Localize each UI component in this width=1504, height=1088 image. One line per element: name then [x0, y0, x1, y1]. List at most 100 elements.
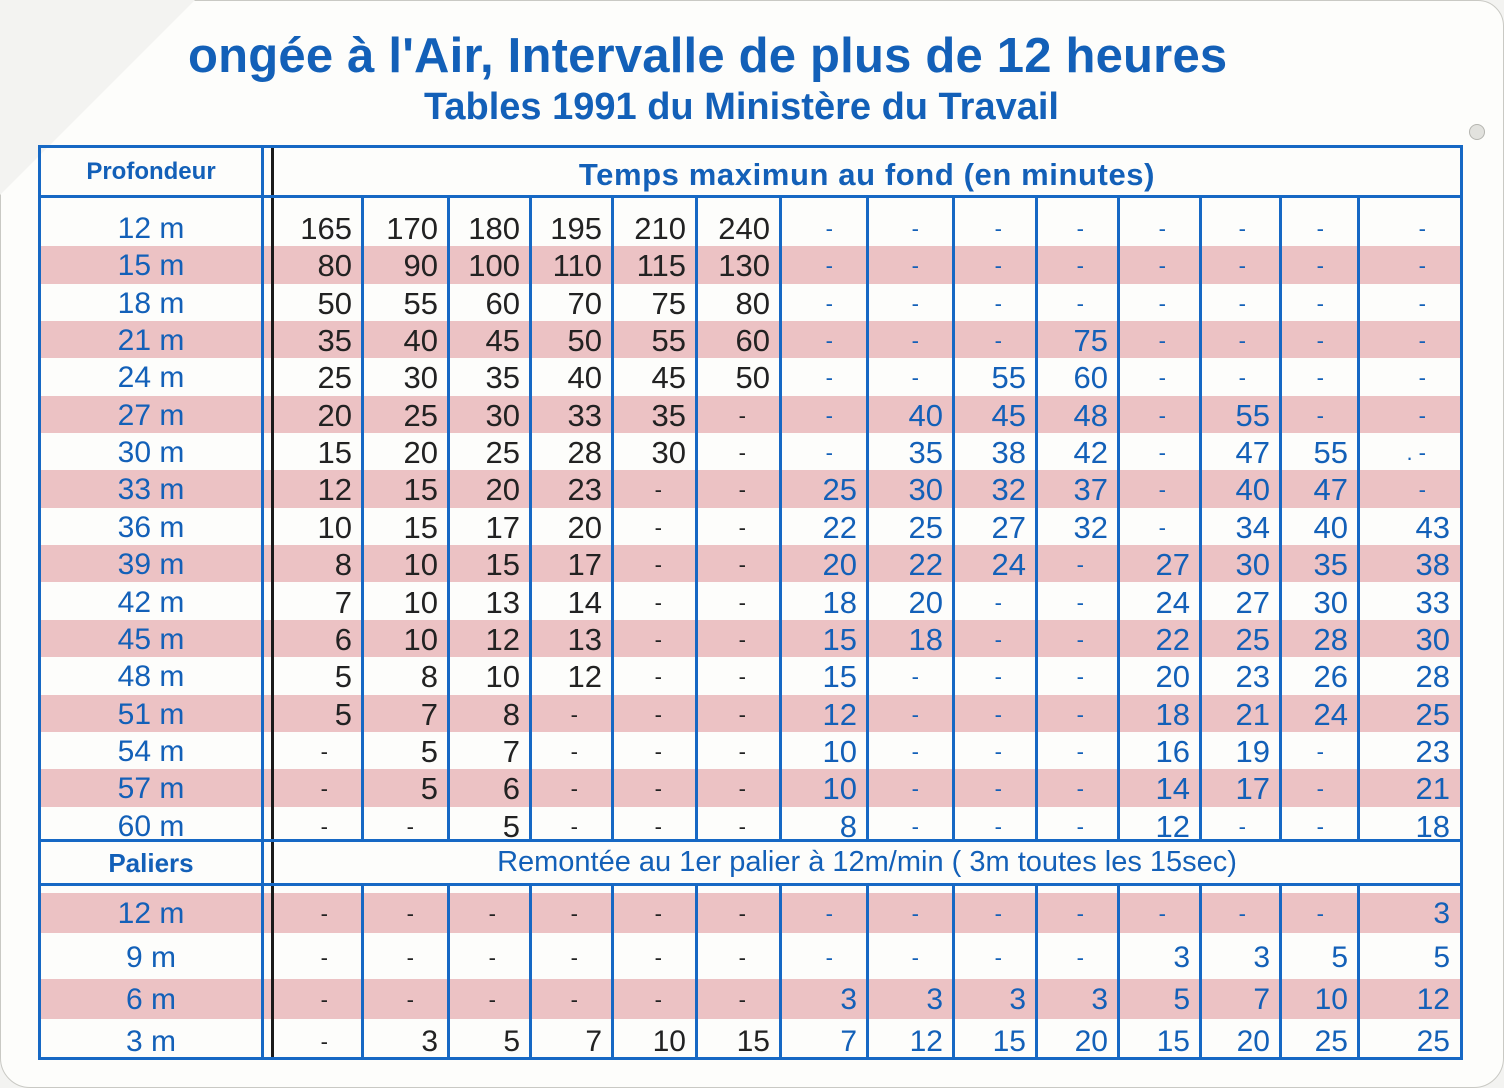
table-cell: -: [1418, 290, 1426, 316]
table-cell: -: [1158, 440, 1166, 466]
depth-label: 42 m: [117, 585, 185, 619]
table-cell: 25: [822, 472, 857, 508]
table-cell: 5: [1331, 941, 1348, 974]
table-cell: -: [1158, 402, 1166, 428]
table-cell: 13: [567, 621, 602, 657]
table-cell: -: [1076, 552, 1084, 578]
table-cell: 5: [420, 733, 438, 769]
table-cell: -: [1076, 813, 1084, 839]
table-cell: -: [1076, 901, 1084, 926]
table-cell: 25: [908, 509, 943, 545]
table-cell: 55: [1235, 397, 1270, 433]
table-cell: -: [488, 901, 496, 926]
table-cell: 40: [403, 323, 438, 359]
table-cell: 8: [502, 696, 520, 732]
table-cell: -: [1238, 813, 1246, 839]
table-cell: -: [1076, 216, 1084, 241]
table-cell: -: [825, 216, 833, 241]
table-cell: -: [320, 1029, 328, 1054]
table-cell: -: [654, 552, 662, 578]
table-cell: 55: [403, 285, 438, 321]
table-cell: -: [406, 945, 414, 970]
table-cell: -: [320, 776, 328, 802]
table-cell: -: [406, 987, 414, 1012]
depth-label: 36 m: [117, 510, 185, 544]
table-cell: -: [654, 477, 662, 503]
table-cell: -: [738, 813, 746, 839]
table-cell: 20: [485, 472, 520, 508]
depth-label: 3 m: [125, 1025, 176, 1058]
table-cell: 8: [839, 808, 857, 844]
table-cell: 12: [485, 621, 520, 657]
table-cell: 24: [1155, 584, 1190, 620]
table-cell: 22: [908, 547, 943, 583]
column-divider: [1279, 198, 1282, 839]
table-cell: 30: [1235, 547, 1270, 583]
table-cell: 50: [567, 323, 602, 359]
table-cell: 100: [468, 248, 520, 284]
table-cell: 50: [317, 285, 352, 321]
table-cell: -: [911, 701, 919, 727]
table-cell: 23: [1415, 733, 1450, 769]
table-cell: -: [1316, 253, 1324, 279]
depth-label: 33 m: [117, 473, 185, 507]
table-cell: -: [1418, 216, 1426, 241]
depth-label: 54 m: [117, 734, 185, 768]
table-cell: 25: [1235, 621, 1270, 657]
table-cell: 6: [334, 621, 352, 657]
table-cell: -: [570, 738, 578, 764]
table-cell: 10: [403, 621, 438, 657]
table-cell: 10: [403, 547, 438, 583]
depth-column-divider: [261, 148, 274, 1057]
column-divider: [1035, 198, 1038, 839]
depth-label: 12 m: [117, 212, 185, 245]
table-cell: -: [825, 365, 833, 391]
table-cell: -: [738, 776, 746, 802]
table-cell: -: [1418, 365, 1426, 391]
table-cell: 17: [485, 509, 520, 545]
table-cell: -: [1158, 216, 1166, 241]
table-cell: 3: [926, 983, 943, 1016]
depth-label: 6 m: [125, 983, 176, 1016]
table-cell: 12: [822, 696, 857, 732]
table-cell: 10: [652, 1025, 686, 1058]
table-cell: 35: [651, 397, 686, 433]
table-cell: -: [994, 776, 1002, 802]
column-divider: [695, 886, 698, 1057]
table-cell: 28: [1415, 659, 1450, 695]
table-cell: -: [1316, 738, 1324, 764]
column-divider: [611, 886, 614, 1057]
table-cell: 10: [317, 509, 352, 545]
table-cell: 10: [403, 584, 438, 620]
table-cell: -: [654, 813, 662, 839]
table-cell: -: [1076, 945, 1084, 970]
table-cell: -: [994, 901, 1002, 926]
table-cell: 14: [567, 584, 602, 620]
depth-label: 57 m: [117, 772, 185, 806]
table-cell: 50: [735, 360, 770, 396]
table-cell: -: [738, 626, 746, 652]
paliers-bottom-divider: [41, 883, 1460, 886]
table-cell: 15: [317, 435, 352, 471]
column-divider: [447, 886, 450, 1057]
table-cell: 20: [908, 584, 943, 620]
table-cell: -: [994, 701, 1002, 727]
column-divider: [447, 198, 450, 839]
table-cell: -: [825, 253, 833, 279]
table-cell: 15: [403, 509, 438, 545]
table-cell: 35: [908, 435, 943, 471]
ascent-note: Remontée au 1er palier à 12m/min ( 3m to…: [497, 846, 1237, 878]
column-divider: [952, 198, 955, 839]
table-cell: 5: [503, 1025, 520, 1058]
table-cell: 21: [1235, 696, 1270, 732]
table-cell: 15: [736, 1025, 770, 1058]
table-cell: 7: [585, 1025, 602, 1058]
table-cell: -: [911, 216, 919, 241]
row-stripe: [41, 694, 1460, 732]
card-subtitle: Tables 1991 du Ministère du Travail: [424, 86, 1059, 128]
table-cell: -: [738, 901, 746, 926]
table-cell: -: [320, 901, 328, 926]
table-cell: 25: [1415, 696, 1450, 732]
table-cell: 12: [567, 659, 602, 695]
table-cell: -: [1238, 216, 1246, 241]
